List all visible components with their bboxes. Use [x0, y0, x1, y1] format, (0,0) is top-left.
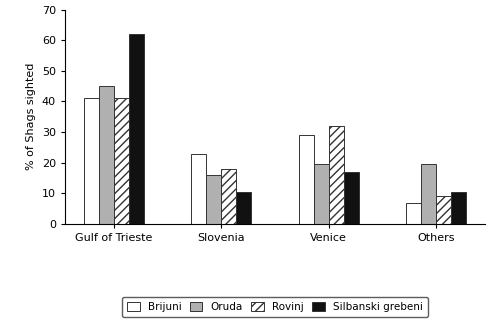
Legend: Brijuni, Oruda, Rovinj, Silbanski grebeni: Brijuni, Oruda, Rovinj, Silbanski greben…: [122, 297, 428, 317]
Bar: [206, 175, 222, 224]
Bar: [406, 203, 421, 224]
Bar: [84, 99, 99, 224]
Bar: [236, 192, 252, 224]
Bar: [451, 192, 466, 224]
Bar: [222, 169, 236, 224]
Bar: [344, 172, 358, 224]
Bar: [421, 164, 436, 224]
Bar: [99, 86, 114, 224]
Bar: [192, 154, 206, 224]
Bar: [328, 126, 344, 224]
Y-axis label: % of Shags sighted: % of Shags sighted: [26, 63, 36, 171]
Bar: [298, 135, 314, 224]
Bar: [114, 99, 129, 224]
Bar: [436, 196, 451, 224]
Bar: [314, 164, 328, 224]
Bar: [129, 34, 144, 224]
